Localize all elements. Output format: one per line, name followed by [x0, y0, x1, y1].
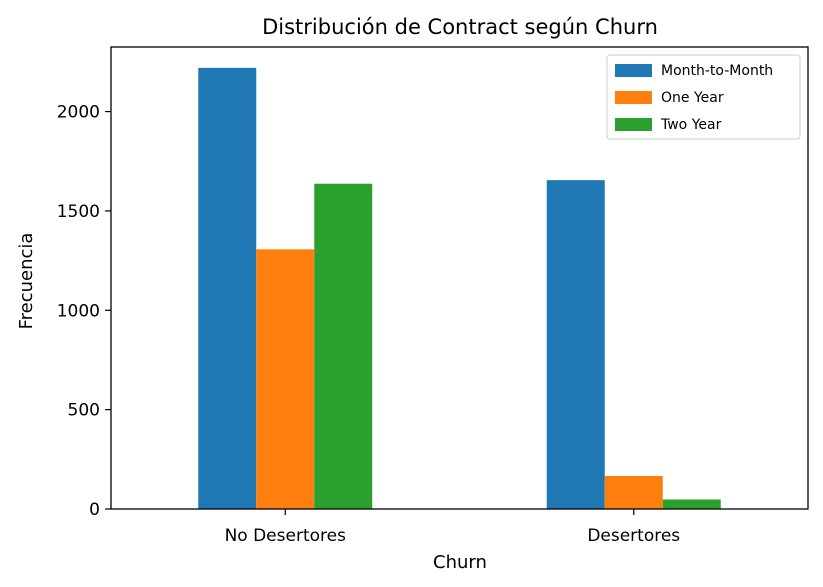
bar-one-year-1 [604, 476, 663, 509]
bars-group [198, 67, 721, 510]
legend-label: Month-to-Month [661, 63, 773, 79]
x-tick-label: No Desertores [225, 526, 347, 546]
y-tick-label: 1000 [57, 301, 100, 321]
y-tick-label: 500 [68, 401, 100, 421]
legend-frame [606, 54, 801, 140]
legend-label: Two Year [660, 117, 722, 133]
bar-two-year-1 [662, 499, 721, 509]
chart-title: Distribución de Contract según Churn [262, 15, 658, 39]
y-tick-label: 0 [89, 500, 100, 520]
legend-swatch [615, 91, 652, 104]
legend: Month-to-Month One Year Two Year [606, 54, 801, 140]
legend-swatch [615, 64, 652, 77]
x-tick-label: Desertores [587, 526, 680, 546]
plot-frame [110, 46, 809, 510]
y-tick-label: 2000 [57, 103, 100, 123]
bar-one-year-0 [256, 249, 315, 510]
bar-two-year-0 [314, 183, 373, 509]
legend-label: One Year [661, 90, 724, 106]
bar-month-to-month-0 [198, 67, 257, 510]
y-axis-label: Frecuencia [16, 233, 37, 330]
x-axis: No Desertores Desertores [225, 509, 680, 546]
bar-month-to-month-1 [546, 180, 605, 509]
y-tick-label: 1500 [57, 202, 100, 222]
y-axis: 0 500 1000 1500 2000 [57, 103, 111, 520]
x-axis-label: Churn [433, 552, 487, 573]
legend-swatch [615, 118, 652, 131]
